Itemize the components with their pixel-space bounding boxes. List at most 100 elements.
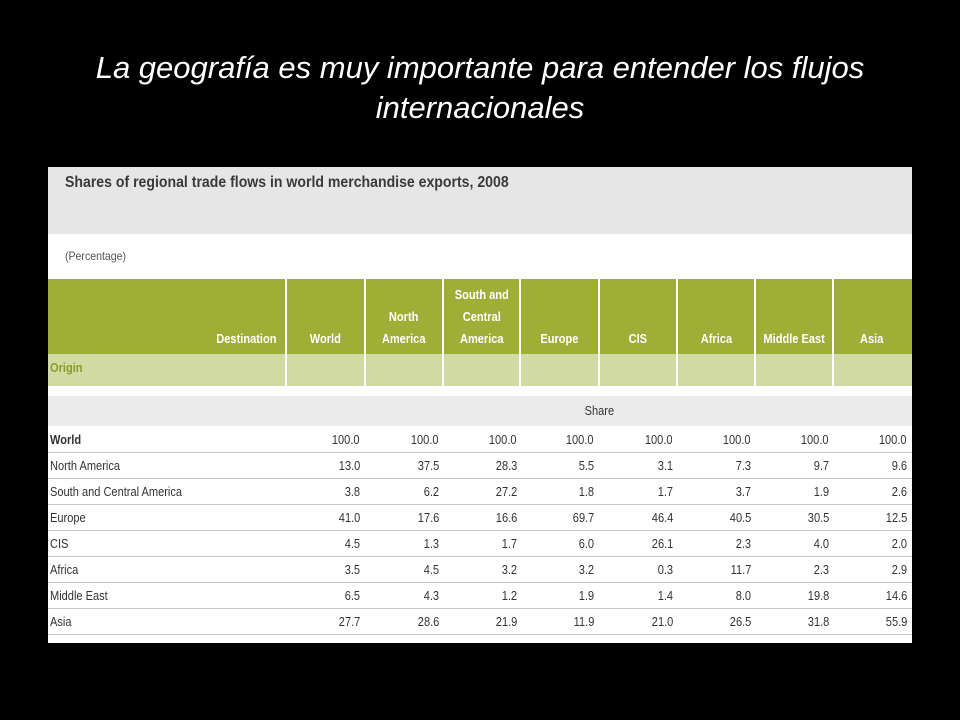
column-header-label: Africa	[700, 331, 732, 346]
column-header-label: Middle East	[763, 331, 825, 346]
column-separator	[676, 279, 678, 386]
table-cell: 3.2	[518, 562, 594, 577]
column-header: South and Central America	[443, 279, 521, 354]
table-cell: 55.9	[831, 614, 907, 629]
cell-value: 1.9	[578, 588, 594, 603]
table-cell: 3.8	[284, 484, 360, 499]
cell-value: 3.1	[657, 458, 673, 473]
table-cell: 100.0	[518, 432, 594, 447]
table-cell: 19.8	[753, 588, 829, 603]
table-cell: 1.3	[363, 536, 439, 551]
cell-value: 4.3	[423, 588, 439, 603]
cell-value: 2.3	[813, 562, 829, 577]
share-label-text: Share	[584, 403, 614, 418]
cell-value: 1.3	[423, 536, 439, 551]
cell-value: 4.5	[423, 562, 439, 577]
cell-value: 6.0	[578, 536, 594, 551]
column-header-label: World	[309, 331, 341, 346]
table-cell: 1.9	[518, 588, 594, 603]
cell-value: 2.9	[891, 562, 907, 577]
table-cell: 7.3	[675, 458, 751, 473]
table-cell: 40.5	[675, 510, 751, 525]
row-label: Middle East	[50, 588, 108, 603]
table-row: World 100.0 100.0 100.0 100.0 100.0 100.0 100.0…	[48, 427, 912, 453]
cell-value: 4.5	[344, 536, 360, 551]
cell-value: 7.3	[735, 458, 751, 473]
origin-label: Origin	[50, 360, 83, 375]
destination-header: Destination	[48, 279, 286, 354]
column-header-label: Europe	[539, 331, 579, 346]
cell-value: 9.7	[813, 458, 829, 473]
table-cell: 100.0	[597, 432, 673, 447]
table-cell: 2.0	[831, 536, 907, 551]
cell-value: 100.0	[566, 432, 594, 447]
table-cell: 5.5	[518, 458, 594, 473]
cell-value: 4.0	[813, 536, 829, 551]
table-cell: 1.4	[597, 588, 673, 603]
table-cell: 100.0	[675, 432, 751, 447]
table-cell: 21.0	[597, 614, 673, 629]
table-row: Middle East 6.5 4.3 1.2 1.9 1.4 8.0 19.8 14.6	[48, 583, 912, 609]
table-cell: 1.8	[518, 484, 594, 499]
column-header-label: North America	[382, 309, 426, 346]
table-cell: 31.8	[753, 614, 829, 629]
table-cell: 4.3	[363, 588, 439, 603]
table-cell: 100.0	[831, 432, 907, 447]
column-separator	[754, 279, 756, 386]
cell-value: 14.6	[885, 588, 907, 603]
column-separator	[832, 279, 834, 386]
cell-value: 13.0	[338, 458, 360, 473]
table-cell: 17.6	[363, 510, 439, 525]
table-title: Shares of regional trade flows in world …	[65, 174, 509, 191]
table-cell: 26.5	[675, 614, 751, 629]
cell-value: 1.8	[578, 484, 594, 499]
cell-value: 31.8	[807, 614, 829, 629]
cell-value: 0.3	[657, 562, 673, 577]
cell-value: 12.5	[885, 510, 907, 525]
cell-value: 1.2	[501, 588, 517, 603]
table-cell: 14.6	[831, 588, 907, 603]
cell-value: 3.8	[344, 484, 360, 499]
table-cell: 3.1	[597, 458, 673, 473]
table-cell: 27.2	[441, 484, 517, 499]
table-cell: 6.2	[363, 484, 439, 499]
table-unit: (Percentage)	[65, 249, 127, 263]
column-header-label: South and Central America	[454, 287, 509, 346]
row-label: World	[50, 432, 82, 447]
cell-value: 11.9	[573, 614, 594, 629]
cell-value: 100.0	[723, 432, 751, 447]
cell-value: 30.5	[807, 510, 829, 525]
table-cell: 9.6	[831, 458, 907, 473]
column-header: Europe	[520, 279, 598, 354]
column-header: Asia	[833, 279, 911, 354]
table-row: South and Central America 3.8 6.2 27.2 1.8 1.…	[48, 479, 912, 505]
table-cell: 4.5	[284, 536, 360, 551]
table-cell: 37.5	[363, 458, 439, 473]
cell-value: 69.7	[572, 510, 594, 525]
table-row: Asia 27.7 28.6 21.9 11.9 21.0 26.5 31.8 55.9	[48, 609, 912, 635]
cell-value: 1.9	[813, 484, 829, 499]
table-cell: 4.5	[363, 562, 439, 577]
table-cell: 26.1	[597, 536, 673, 551]
column-header: CIS	[599, 279, 677, 354]
row-label: Africa	[50, 562, 79, 577]
table-cell: 2.9	[831, 562, 907, 577]
destination-label: Destination	[216, 331, 277, 346]
row-label: North America	[50, 458, 121, 473]
cell-value: 6.5	[344, 588, 360, 603]
column-separator	[364, 279, 366, 386]
cell-value: 11.7	[730, 562, 751, 577]
cell-value: 100.0	[489, 432, 517, 447]
table-cell: 6.5	[284, 588, 360, 603]
slide-title: La geografía es muy importante para ente…	[95, 50, 865, 125]
cell-value: 100.0	[801, 432, 829, 447]
column-separator	[285, 279, 287, 386]
column-header: North America	[365, 279, 443, 354]
column-separator	[598, 279, 600, 386]
table-cell: 8.0	[675, 588, 751, 603]
column-header-label: CIS	[628, 331, 648, 346]
table-cell: 1.2	[441, 588, 517, 603]
cell-value: 100.0	[332, 432, 360, 447]
row-label: Europe	[50, 510, 86, 525]
cell-value: 6.2	[423, 484, 439, 499]
